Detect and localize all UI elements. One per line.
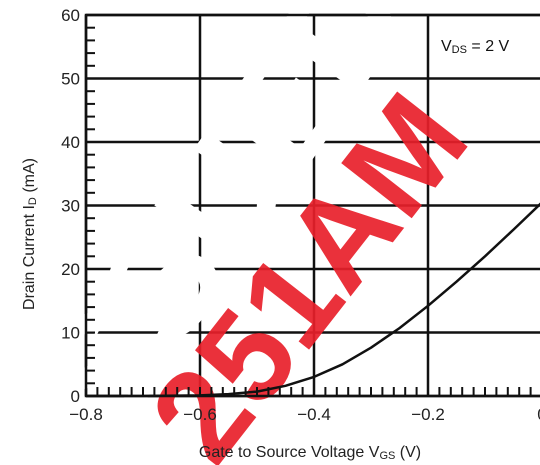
x-axis-title-main: Gate to Source Voltage V: [199, 444, 380, 461]
x-tick-label-4: 0: [537, 405, 540, 424]
y-tick-label-6: 60: [61, 6, 80, 25]
y-axis-title-main: Drain Current I: [21, 205, 38, 310]
annotation-main: V: [441, 38, 452, 55]
y-tick-label-5: 50: [61, 70, 80, 89]
plot-area: [84, 13, 540, 398]
y-tick-labels: 0 10 20 30 40 50 60: [61, 6, 80, 406]
series-line-0: [86, 202, 540, 398]
y-tick-label-0: 0: [71, 387, 80, 406]
y-axis-title-unit: (mA): [21, 158, 38, 197]
series: [86, 202, 540, 398]
x-axis-title: Gate to Source Voltage VGS (V): [199, 444, 421, 462]
x-tick-label-3: −0.2: [411, 405, 445, 424]
y-axis-title-sub: D: [27, 197, 39, 205]
annotation-rest: = 2 V: [467, 38, 510, 55]
y-tick-label-1: 10: [61, 324, 80, 343]
x-axis-title-unit: (V): [395, 444, 421, 461]
plot-border: [84, 13, 540, 398]
annotation-vds: VDS = 2 V: [441, 38, 510, 56]
annotation-sub: DS: [452, 44, 467, 56]
x-axis-title-sub: GS: [379, 450, 395, 462]
x-tick-labels: −0.8 −0.6 −0.4 −0.2 0: [69, 405, 540, 424]
y-tick-label-3: 30: [61, 197, 80, 216]
annotation-background: [434, 30, 534, 60]
x-tick-label-0: −0.8: [69, 405, 103, 424]
ticks: [85, 14, 532, 397]
x-tick-label-2: −0.4: [297, 405, 331, 424]
y-axis-title: Drain Current ID (mA): [21, 158, 39, 310]
y-tick-label-2: 20: [61, 260, 80, 279]
x-tick-label-1: −0.6: [183, 405, 217, 424]
y-tick-label-4: 40: [61, 133, 80, 152]
